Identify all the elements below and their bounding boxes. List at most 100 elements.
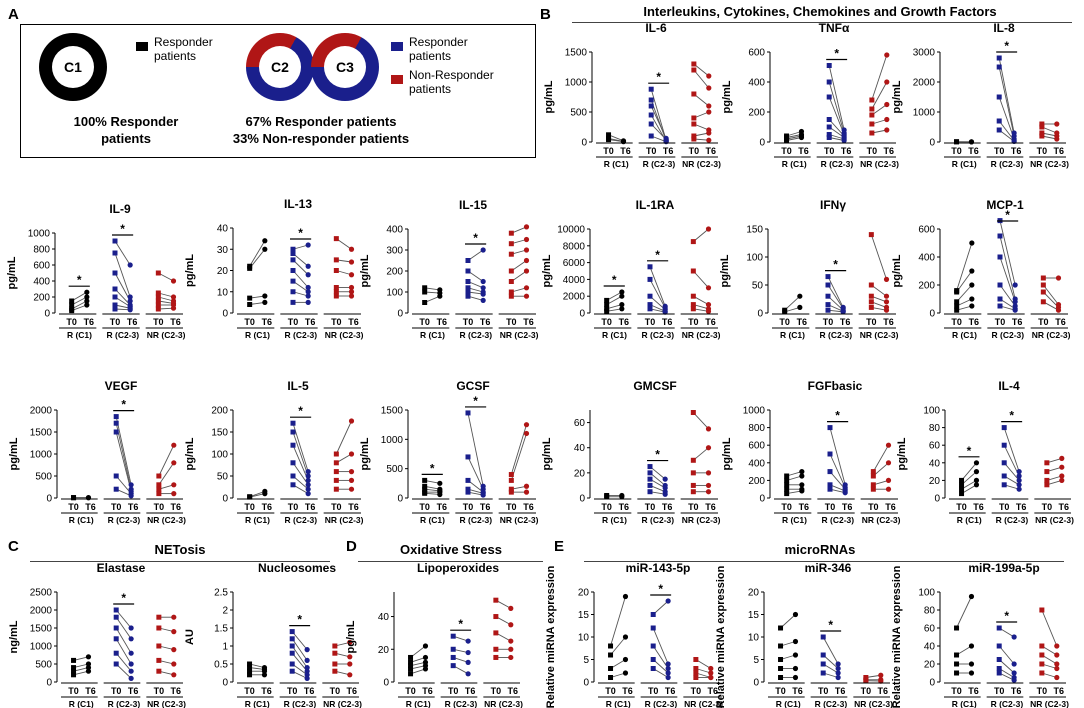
point-t0 [332,643,338,649]
point-t0 [691,67,697,73]
point-t0 [997,233,1003,239]
point-t0 [508,486,514,492]
paired-line [71,300,88,310]
tick-t6: T6 [665,686,676,696]
point-t0 [465,410,471,416]
point-t6 [1016,482,1022,488]
point-t6 [171,672,177,678]
point-t6 [348,284,355,291]
point-t6 [799,469,805,475]
tick-t6: T6 [708,686,719,696]
point-t6 [305,293,311,299]
point-t6 [706,109,712,115]
point-t0 [247,665,253,671]
point-t0 [112,238,118,244]
point-t6 [1016,477,1022,483]
tick-t0: T0 [866,317,877,327]
point-t6 [305,284,311,291]
y-tick-label: 1500 [565,48,588,59]
point-t0 [690,470,696,476]
tick-t6: T6 [840,317,851,327]
paired-line [606,291,623,301]
group-label: NR (C2-3) [1032,330,1071,340]
paired-line [693,228,709,242]
group-label: R (C2-3) [822,515,855,525]
point-t0 [604,494,610,500]
group-label: NR (C2-3) [854,699,893,708]
chart-gcsf: GCSF 0 500 1000 1500 pg/mL T0 T6 R (C1) * T0 T6 R (C… [359,379,539,525]
point-t0 [333,268,339,273]
donut-c2-label: C2 [259,46,301,88]
tick-t0: T0 [956,502,967,512]
point-t6 [128,482,134,488]
point-t0 [289,636,295,642]
point-t6 [508,654,514,661]
y-tick-label: 0 [44,309,50,320]
point-t6 [261,668,268,674]
point-t0 [247,302,253,307]
point-t6 [422,666,429,672]
group-label: R (C2-3) [285,330,318,340]
point-t6 [835,670,841,676]
point-t0 [112,294,118,300]
point-t0 [827,486,833,492]
significance-star: * [834,47,839,61]
y-tick-label: 150 [746,225,763,236]
group-label: NR (C2-3) [147,515,186,525]
y-axis-label: pg/mL [6,256,18,289]
point-t6 [85,668,92,674]
point-t0 [650,657,656,662]
point-t6 [422,643,429,649]
paired-line [511,239,527,245]
significance-star: * [121,398,126,412]
point-t6 [347,672,353,678]
point-t6 [508,605,514,611]
paired-line [649,279,666,309]
paired-line [829,484,846,492]
point-t0 [826,117,832,122]
point-t0 [778,625,784,631]
point-t0 [608,652,614,658]
point-t0 [647,489,653,495]
point-t6 [127,298,133,304]
y-tick-label: 600 [748,441,765,452]
point-t0 [826,94,832,100]
group-label: R (C1) [957,515,982,525]
point-t0 [1039,124,1045,130]
point-t0 [997,303,1003,309]
point-t6 [969,268,975,274]
point-t0 [1039,607,1045,613]
point-t0 [493,597,499,603]
caption-c2-c3-line2: 33% Non-responder patients [232,131,410,146]
y-axis-label: pg/mL [345,620,357,653]
group-label: NR (C2-3) [684,699,723,708]
paired-line [115,609,132,629]
point-t6 [665,661,671,667]
point-t0 [113,625,119,631]
point-t6 [85,665,92,671]
point-t6 [347,661,353,667]
tick-t0: T0 [645,317,656,327]
paired-line [956,242,973,291]
y-tick-label: 0 [753,678,759,689]
point-t0 [1039,643,1045,649]
y-tick-label: 1000 [28,229,51,240]
chart-title: IL-6 [645,21,667,35]
point-t0 [112,306,118,312]
point-t0 [997,282,1003,288]
point-t6 [792,652,799,658]
tick-t0: T0 [1037,686,1048,696]
y-axis-label: Relative miRNA expression [891,565,903,708]
point-t6 [665,598,671,604]
point-t6 [171,491,177,497]
point-t0 [778,657,784,662]
significance-star: * [658,582,663,596]
point-t6 [465,649,471,656]
point-t0 [690,457,696,463]
y-tick-label: 1 [222,642,228,653]
y-tick-label: 200 [748,108,765,119]
point-t6 [840,309,846,315]
point-t0 [959,477,965,483]
y-tick-label: 5 [753,655,759,666]
point-t6 [523,257,530,264]
